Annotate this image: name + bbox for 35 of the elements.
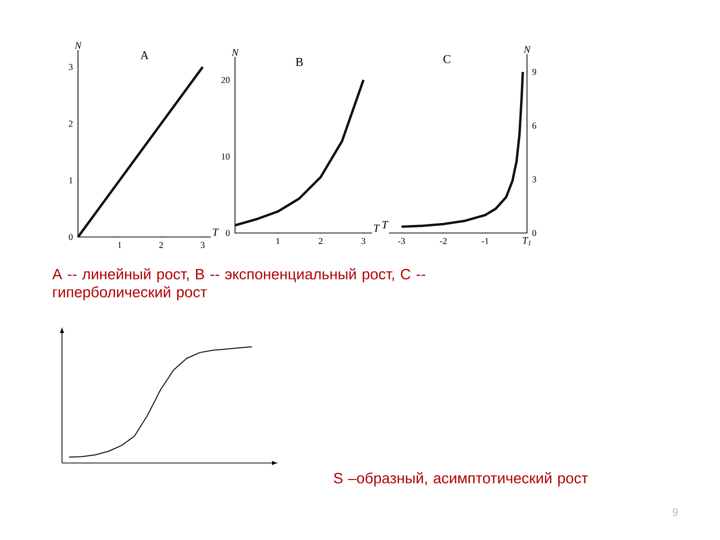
y-tick-label: 1 — [69, 177, 72, 184]
x-tick-label: 1 — [276, 238, 280, 244]
x-tick-label: 3 — [362, 238, 366, 244]
y-tick-label: 9 — [532, 68, 536, 75]
x-tick-label: -3 — [398, 238, 405, 244]
text: А -- линейный рост, В -- экспоненциальный рост, С -- гиперболический рост — [52, 268, 426, 300]
y-axis-title: N — [74, 42, 82, 49]
y-axis-title: N — [524, 46, 531, 53]
x-tick-label: 3 — [200, 242, 205, 248]
y-tick-label: 20 — [221, 76, 230, 83]
x-tick-label: 1 — [118, 242, 122, 248]
chart-title: C — [443, 55, 450, 64]
x-tick-label: 2 — [159, 242, 163, 248]
text: 9 — [672, 508, 678, 516]
y-tick-label: 3 — [532, 176, 536, 182]
line-series — [234, 78, 365, 227]
y-tick-label: 3 — [68, 64, 73, 70]
x-tick-label: 2 — [318, 238, 322, 244]
x-axis-title: T — [212, 228, 219, 236]
y-tick-label: 0 — [532, 230, 536, 236]
y-axis-title: N — [232, 49, 239, 56]
text: S –образный, асимптотический рост — [334, 472, 588, 486]
line-series — [400, 70, 524, 228]
text: T$_{1}$ — [522, 237, 530, 246]
y-tick-label: 2 — [68, 120, 72, 127]
chart-title: B — [296, 58, 303, 66]
y-tick-label: 0 — [226, 230, 230, 236]
x-tick-label: -2 — [440, 238, 447, 244]
x-axis-title: T — [382, 221, 388, 228]
y-tick-label: 6 — [532, 122, 536, 129]
y-tick-label: 0 — [68, 234, 73, 240]
x-tick-label: -1 — [482, 238, 488, 244]
y-tick-label: 10 — [222, 153, 230, 160]
chart-title: A — [140, 51, 149, 60]
x-axis-title: T — [374, 224, 380, 232]
